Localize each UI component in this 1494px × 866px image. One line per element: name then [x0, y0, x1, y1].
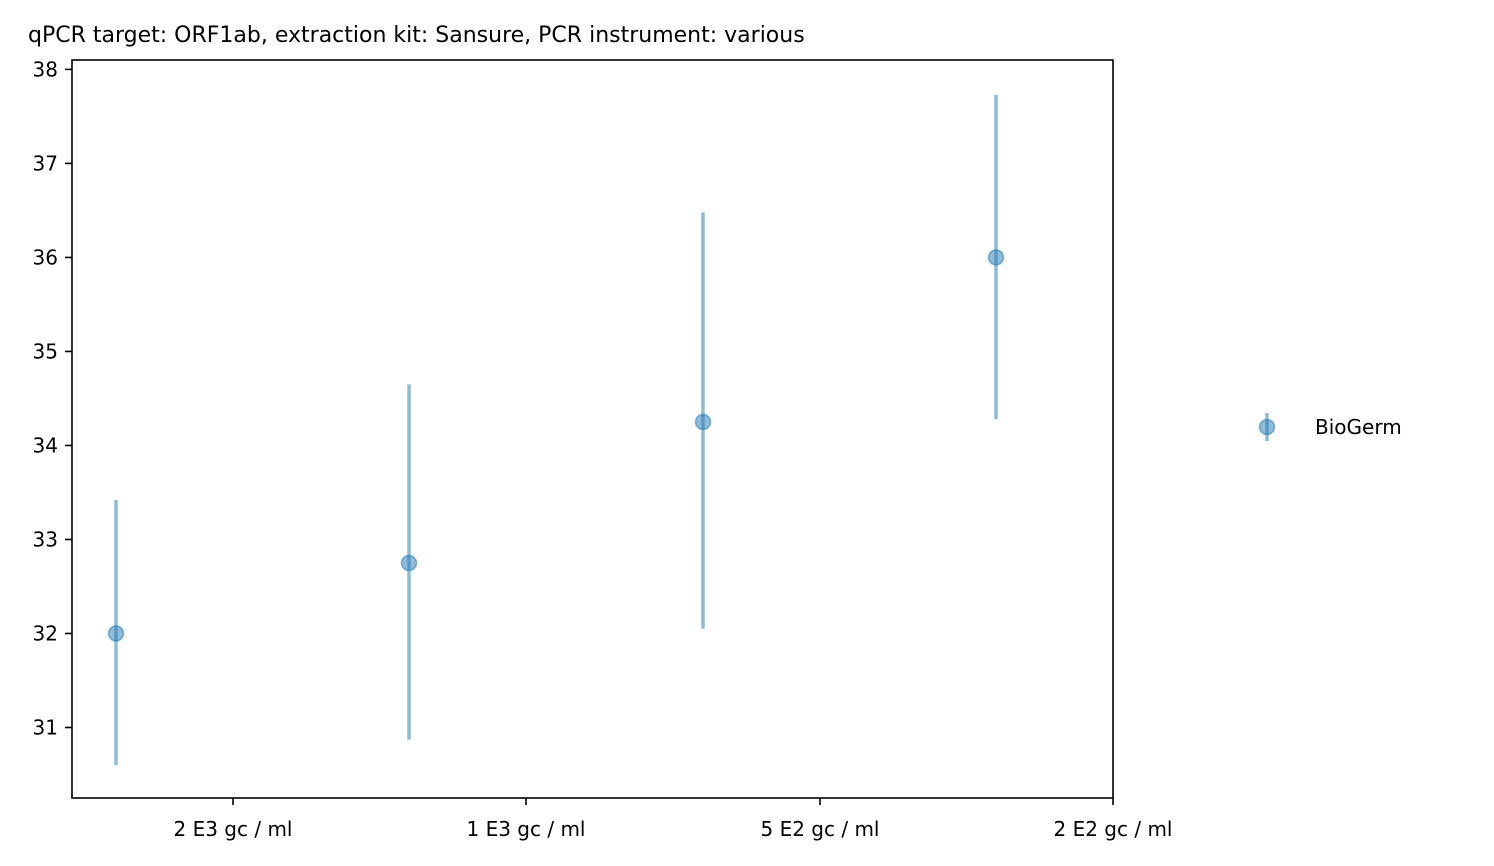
x-tick-label: 1 E3 gc / ml — [467, 817, 586, 841]
y-tick-label: 36 — [33, 245, 58, 269]
data-point — [987, 249, 1005, 266]
data-point — [400, 554, 418, 572]
y-tick-label: 34 — [33, 433, 58, 457]
y-tick-label: 33 — [33, 527, 58, 551]
y-tick-label: 32 — [33, 621, 58, 645]
y-tick-label: 37 — [33, 151, 58, 175]
y-axis: 31 32 33 34 35 36 37 38 — [33, 57, 72, 739]
y-tick-label: 38 — [33, 57, 58, 81]
chart-title: qPCR target: ORF1ab, extraction kit: San… — [28, 23, 805, 48]
points-layer — [107, 249, 1005, 642]
legend-label: BioGerm — [1315, 415, 1402, 439]
legend: BioGerm — [1258, 413, 1402, 441]
data-point — [694, 413, 712, 431]
x-tick-label: 2 E2 gc / ml — [1054, 817, 1173, 841]
errorbars-layer — [114, 94, 998, 766]
x-tick-label: 2 E3 gc / ml — [174, 817, 293, 841]
y-tick-label: 35 — [33, 339, 58, 363]
y-tick-label: 31 — [33, 715, 58, 739]
plot-frame — [71, 59, 1114, 799]
legend-marker-icon — [1258, 418, 1276, 436]
data-point — [107, 625, 125, 642]
x-tick-label: 5 E2 gc / ml — [761, 817, 880, 841]
x-axis: 2 E3 gc / ml 1 E3 gc / ml 5 E2 gc / ml 2 E2… — [174, 798, 1173, 841]
